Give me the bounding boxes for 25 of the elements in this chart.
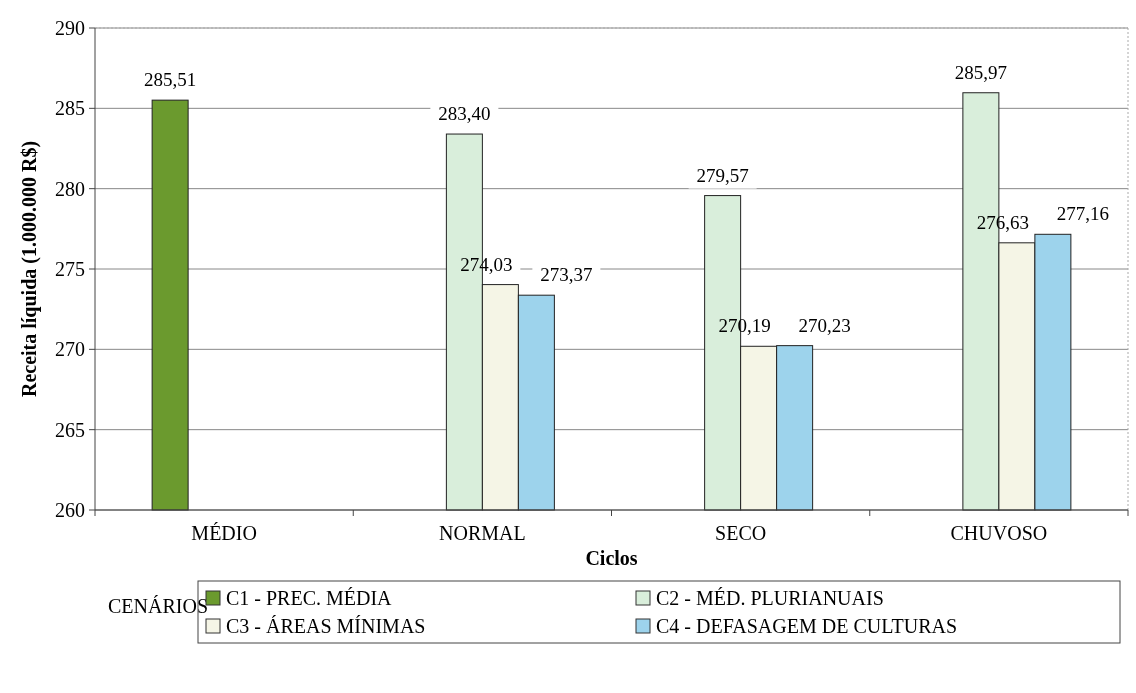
- legend-label: C3 - ÁREAS MÍNIMAS: [226, 615, 426, 637]
- x-tick-label: NORMAL: [439, 522, 526, 544]
- legend-label: C2 - MÉD. PLURIANUAIS: [656, 587, 884, 609]
- y-tick-label: 265: [55, 418, 85, 441]
- y-axis-title: Receita líquida (1.000.000 R$): [18, 140, 41, 398]
- x-axis-title: Ciclos: [585, 547, 638, 569]
- data-label: 270,23: [798, 314, 851, 336]
- legend-label: C1 - PREC. MÉDIA: [226, 587, 393, 609]
- y-tick-label: 270: [55, 338, 85, 361]
- data-label: 279,57: [696, 164, 749, 186]
- y-tick-label: 290: [55, 17, 85, 39]
- legend-label: C4 - DEFASAGEM DE CULTURAS: [656, 615, 958, 637]
- x-tick-label: SECO: [715, 522, 767, 544]
- data-label: 277,16: [1056, 203, 1109, 225]
- y-tick-label: 280: [55, 177, 85, 200]
- y-tick-label: 275: [55, 258, 85, 280]
- data-label: 285,97: [954, 61, 1007, 83]
- y-tick-label: 260: [55, 499, 85, 521]
- legend-title: CENÁRIOS: [108, 595, 209, 617]
- y-tick-label: 285: [55, 97, 85, 120]
- x-tick-label: CHUVOSO: [950, 522, 1048, 544]
- data-label: 273,37: [540, 264, 593, 286]
- x-tick-label: MÉDIO: [191, 522, 257, 544]
- data-label: 285,51: [144, 69, 197, 91]
- data-label: 283,40: [438, 103, 491, 125]
